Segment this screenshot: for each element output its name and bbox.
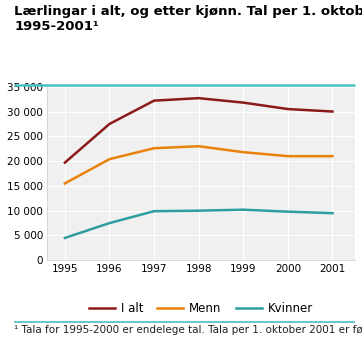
Legend: I alt, Menn, Kvinner: I alt, Menn, Kvinner	[84, 297, 318, 320]
Text: Lærlingar i alt, og etter kjønn. Tal per 1. oktober
1995-2001¹: Lærlingar i alt, og etter kjønn. Tal per…	[14, 5, 362, 33]
Text: ¹ Tala for 1995-2000 er endelege tal. Tala per 1. oktober 2001 er førebelse.: ¹ Tala for 1995-2000 er endelege tal. Ta…	[14, 325, 362, 336]
